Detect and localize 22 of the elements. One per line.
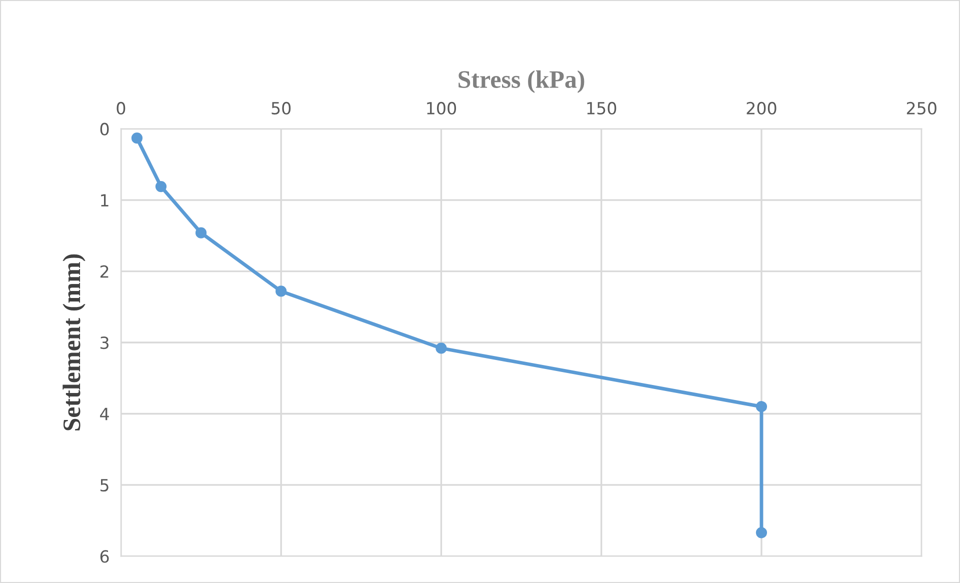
point	[436, 342, 447, 354]
point	[756, 527, 768, 538]
point	[131, 132, 143, 144]
x-tick-label: 0	[116, 102, 126, 115]
x-tick-label: 200	[746, 102, 776, 115]
point	[756, 401, 768, 412]
y-tick-label: 4	[100, 408, 109, 420]
y-tick-label: 1	[101, 194, 108, 206]
y-tick-label: 5	[100, 479, 108, 492]
x-axis-title: Stress (kPa)	[458, 70, 584, 94]
x-tick-label: 250	[906, 102, 936, 115]
point	[155, 180, 167, 192]
point	[195, 227, 207, 238]
y-tick-label: 0	[100, 122, 109, 136]
y-axis-title: Settlement (mm)	[62, 254, 86, 430]
y-tick-label: 6	[100, 550, 109, 563]
x-tick-label: 50	[272, 102, 291, 115]
y-tick-label: 2	[100, 265, 108, 278]
x-tick-label: 150	[587, 102, 616, 115]
point	[276, 286, 287, 297]
x-tick-label: 100	[427, 102, 456, 115]
y-tick-label: 3	[100, 336, 109, 350]
